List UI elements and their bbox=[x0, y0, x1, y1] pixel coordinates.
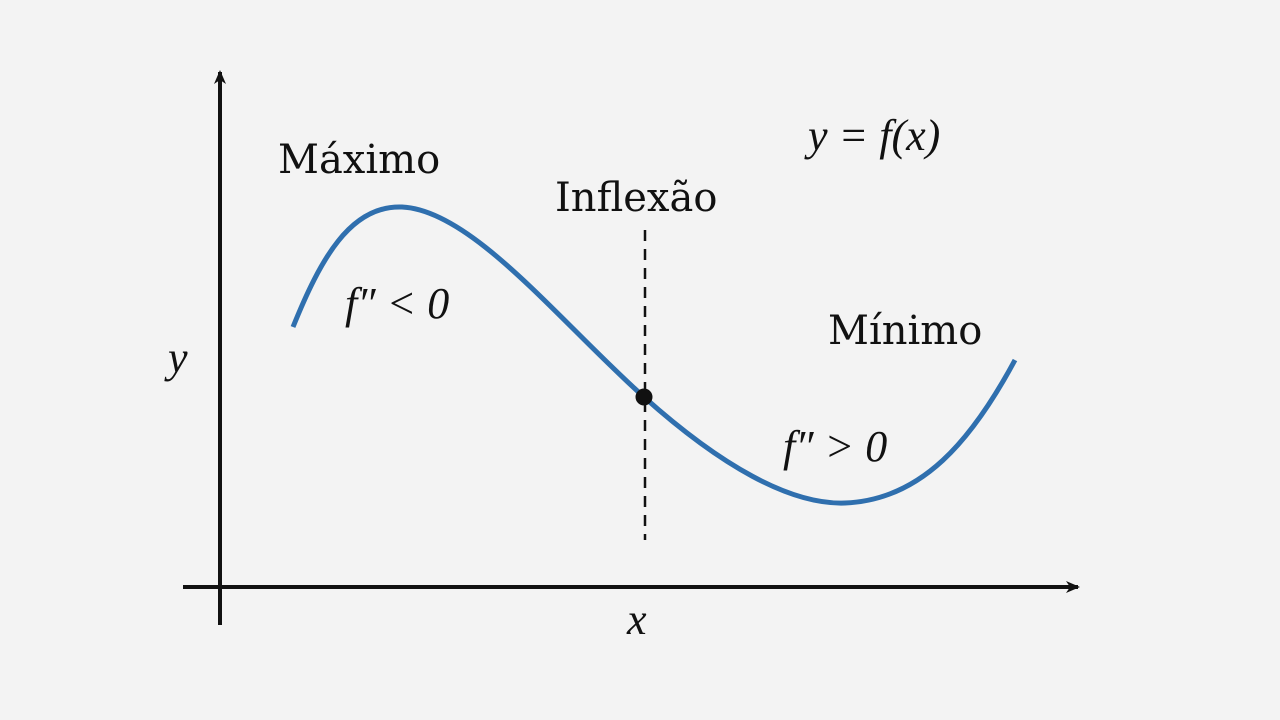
function-label: y = f(x) bbox=[804, 111, 940, 160]
concave-up-label: f″ > 0 bbox=[783, 422, 887, 471]
inflection-label: Inflexão bbox=[555, 175, 717, 221]
y-axis-label: y bbox=[164, 333, 188, 382]
function-curve bbox=[290, 204, 1018, 506]
minimum-label: Mínimo bbox=[828, 308, 982, 354]
x-axis-label: x bbox=[626, 595, 647, 644]
inflection-point bbox=[635, 388, 653, 406]
maximum-label: Máximo bbox=[278, 137, 440, 183]
concave-down-label: f″ < 0 bbox=[345, 279, 449, 328]
